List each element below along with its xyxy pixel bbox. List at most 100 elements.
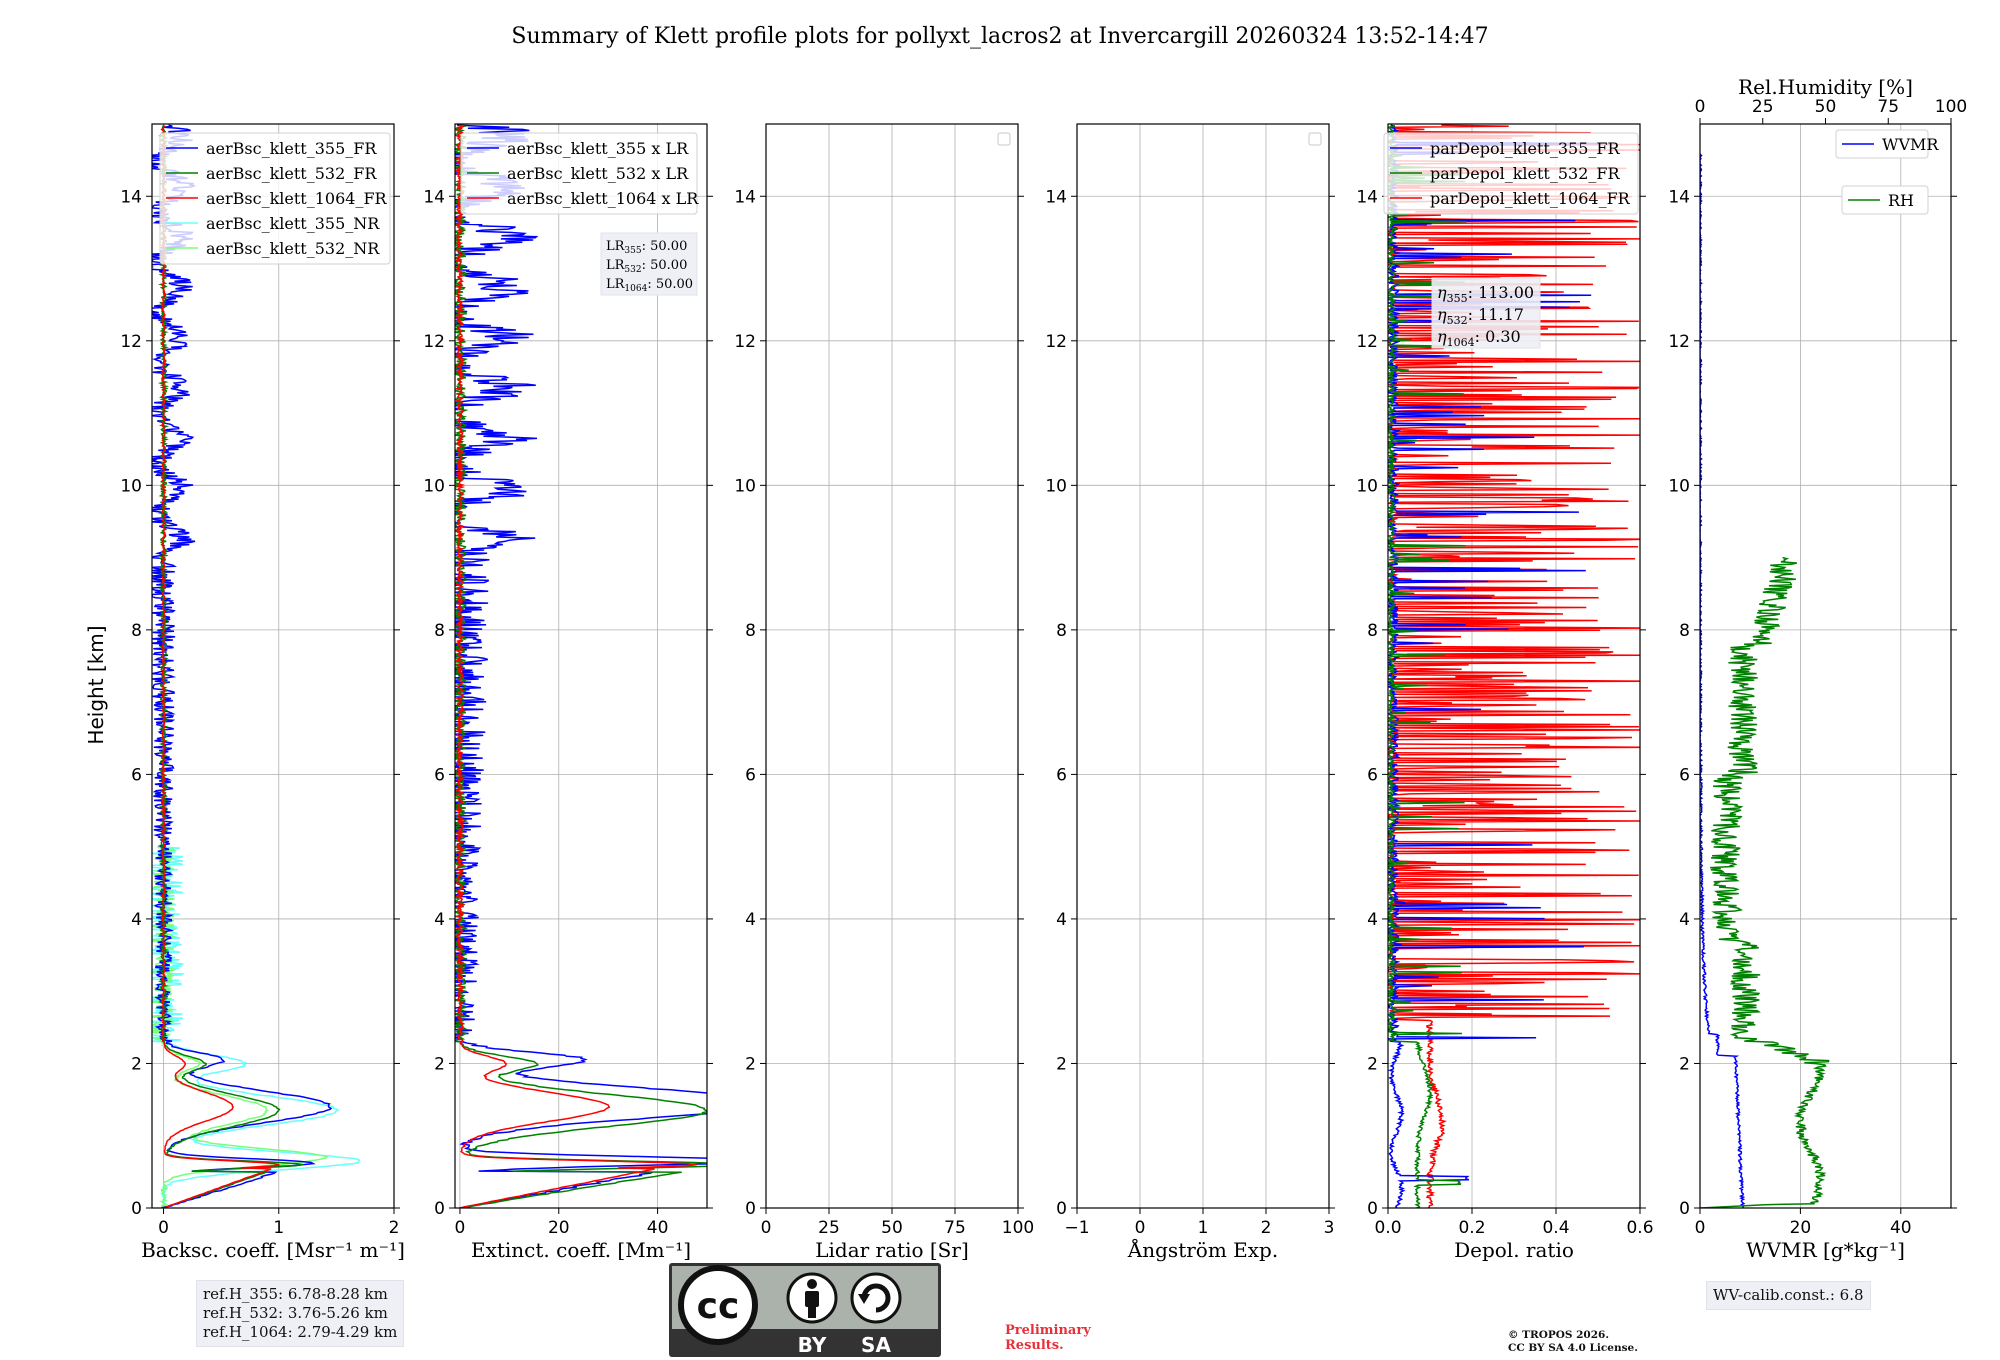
x-tick-label: 0 xyxy=(1135,1218,1146,1238)
ticks-lidar_ratio: 0 25 50 75 100 0 2 4 6 8 10 12 14 xyxy=(734,187,1034,1238)
y-tick-label: 2 xyxy=(434,1054,445,1074)
preliminary-results-note: Preliminary Results. xyxy=(1005,1323,1091,1353)
refh-355: ref.H_355: 6.78-8.28 km xyxy=(203,1285,388,1303)
y-tick-label: 10 xyxy=(423,476,445,496)
copyright-line-1: © TROPOS 2026. xyxy=(1508,1329,1610,1341)
eta-value-532: η532: 11.17 xyxy=(1437,305,1524,327)
y-tick-label: 10 xyxy=(120,476,142,496)
x-tick-label: 20 xyxy=(548,1218,570,1238)
x-tick-label: 0 xyxy=(1695,1218,1706,1238)
eta-value-355: η355: 113.00 xyxy=(1437,283,1534,305)
legend-entry: WVMR xyxy=(1882,135,1939,154)
y-tick-label: 4 xyxy=(1056,910,1067,930)
series-line-bsc1064 xyxy=(160,124,280,1208)
legend-box xyxy=(1835,129,1929,159)
y-tick-label: 8 xyxy=(745,621,756,641)
x-axis-label-backscatter: Backsc. coeff. [Msr⁻¹ m⁻¹] xyxy=(141,1238,405,1262)
y-tick-label: 14 xyxy=(423,187,445,207)
legend-entry: aerBsc_klett_355_FR xyxy=(206,139,377,158)
series-line-bsc355 xyxy=(152,124,333,1208)
series-line-dep532 xyxy=(1388,125,1467,1208)
top-x-tick-label: 25 xyxy=(1752,97,1774,117)
annotation-box xyxy=(600,232,698,296)
preliminary-line-1: Preliminary xyxy=(1005,1323,1091,1338)
annotation-box xyxy=(1431,277,1541,349)
x-tick-label: 2 xyxy=(389,1218,400,1238)
x-tick-label: 0 xyxy=(761,1218,772,1238)
series-group-backscatter xyxy=(152,124,361,1208)
x-tick-label: 25 xyxy=(818,1218,840,1238)
license-by-label: BY xyxy=(798,1333,827,1357)
x-axis-label-depol: Depol. ratio xyxy=(1454,1238,1574,1262)
y-tick-label: 12 xyxy=(423,332,445,352)
top-x-tick-label: 0 xyxy=(1695,97,1706,117)
eta-value-1064: η1064: 0.30 xyxy=(1437,327,1521,349)
share-alike-icon xyxy=(850,1272,902,1324)
panel-wvmr: 0 20 40 0 2 4 6 8 10 12 14 0 25 50 75 100 WVMR [g*kg⁻¹] R… xyxy=(1668,75,1967,1262)
legend-box xyxy=(1383,132,1639,215)
y-tick-label: 0 xyxy=(745,1199,756,1219)
legend-entry: RH xyxy=(1888,191,1914,210)
legend-entry: parDepol_klett_355_FR xyxy=(1430,139,1621,158)
y-tick-label: 10 xyxy=(1045,476,1067,496)
legend-extinction: aerBsc_klett_355 x LR aerBsc_klett_532 x … xyxy=(460,132,699,215)
legend-entry: parDepol_klett_532_FR xyxy=(1430,164,1621,183)
y-tick-label: 8 xyxy=(1367,621,1378,641)
x-tick-label: 40 xyxy=(647,1218,669,1238)
y-tick-label: 6 xyxy=(1367,765,1378,785)
y-tick-label: 0 xyxy=(1367,1199,1378,1219)
lr-value-532: LR532: 50.00 xyxy=(606,258,687,275)
y-tick-label: 14 xyxy=(1356,187,1378,207)
y-tick-label: 14 xyxy=(120,187,142,207)
lr-value-355: LR355: 50.00 xyxy=(606,239,687,256)
y-tick-label: 4 xyxy=(1679,910,1690,930)
cc-by-sa-license-badge: cc BY SA xyxy=(669,1263,941,1357)
top-x-tick-label: 75 xyxy=(1877,97,1899,117)
y-tick-label: 14 xyxy=(1045,187,1067,207)
x-axis-label-angstrom: Ångström Exp. xyxy=(1127,1237,1278,1262)
y-tick-label: 0 xyxy=(1679,1199,1690,1219)
y-tick-label: 0 xyxy=(1056,1199,1067,1219)
series-group-extinction xyxy=(455,124,707,1208)
x-tick-label: −1 xyxy=(1064,1218,1089,1238)
legend-entry: aerBsc_klett_532_NR xyxy=(206,239,380,258)
legend-entry: aerBsc_klett_1064_FR xyxy=(206,189,388,208)
series-line-rh xyxy=(1700,556,1830,1208)
x-tick-label: 0 xyxy=(158,1218,169,1238)
grid-angstrom xyxy=(1076,124,1330,1209)
empty-legend-box xyxy=(1308,132,1322,146)
y-tick-label: 8 xyxy=(1056,621,1067,641)
top-x-tick-label: 50 xyxy=(1815,97,1837,117)
preliminary-line-2: Results. xyxy=(1005,1338,1064,1353)
legend-entry: aerBsc_klett_355 x LR xyxy=(507,139,689,158)
legend-entry: aerBsc_klett_355_NR xyxy=(206,214,380,233)
y-tick-label: 6 xyxy=(434,765,445,785)
empty-legend-box xyxy=(997,132,1011,146)
x-tick-label: 20 xyxy=(1790,1218,1812,1238)
y-tick-label: 6 xyxy=(1056,765,1067,785)
height-axis-label: Height [km] xyxy=(84,625,108,744)
x-tick-label: 0.4 xyxy=(1542,1218,1569,1238)
x-axis-label-lidar_ratio: Lidar ratio [Sr] xyxy=(815,1238,969,1262)
y-tick-label: 8 xyxy=(131,621,142,641)
x-axis-label-extinction: Extinct. coeff. [Mm⁻¹] xyxy=(471,1238,691,1262)
x-tick-label: 2 xyxy=(1261,1218,1272,1238)
x-tick-label: 40 xyxy=(1890,1218,1912,1238)
grid-lidar_ratio xyxy=(765,124,1019,1209)
legend-box xyxy=(460,132,698,215)
panel-extinction: 0 20 40 0 2 4 6 8 10 12 14 Extinct. coeff. [Mm⁻¹] ae… xyxy=(423,123,713,1262)
reference-height-box: ref.H_355: 6.78-8.28 km ref.H_532: 3.76-… xyxy=(196,1280,405,1347)
y-tick-label: 2 xyxy=(131,1054,142,1074)
legend-box xyxy=(159,132,391,265)
plot-frame-extinction xyxy=(454,123,708,1209)
wv-calibration-box: WV-calib.const.: 6.8 xyxy=(1706,1281,1871,1310)
x-tick-label: 0.6 xyxy=(1626,1218,1653,1238)
plot-frame-backscatter xyxy=(151,123,395,1209)
series-group-wvmr xyxy=(1700,153,1830,1208)
y-tick-label: 10 xyxy=(1356,476,1378,496)
series-line-ext355 xyxy=(455,124,707,1208)
